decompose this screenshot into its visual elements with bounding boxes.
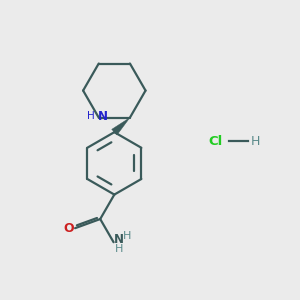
Polygon shape xyxy=(112,118,130,135)
Text: H: H xyxy=(115,244,123,254)
Text: O: O xyxy=(64,222,74,235)
Text: Cl: Cl xyxy=(208,135,223,148)
Text: N: N xyxy=(114,233,124,246)
Text: N: N xyxy=(98,110,108,123)
Text: H: H xyxy=(86,111,94,121)
Text: H: H xyxy=(123,231,131,241)
Text: H: H xyxy=(251,135,260,148)
